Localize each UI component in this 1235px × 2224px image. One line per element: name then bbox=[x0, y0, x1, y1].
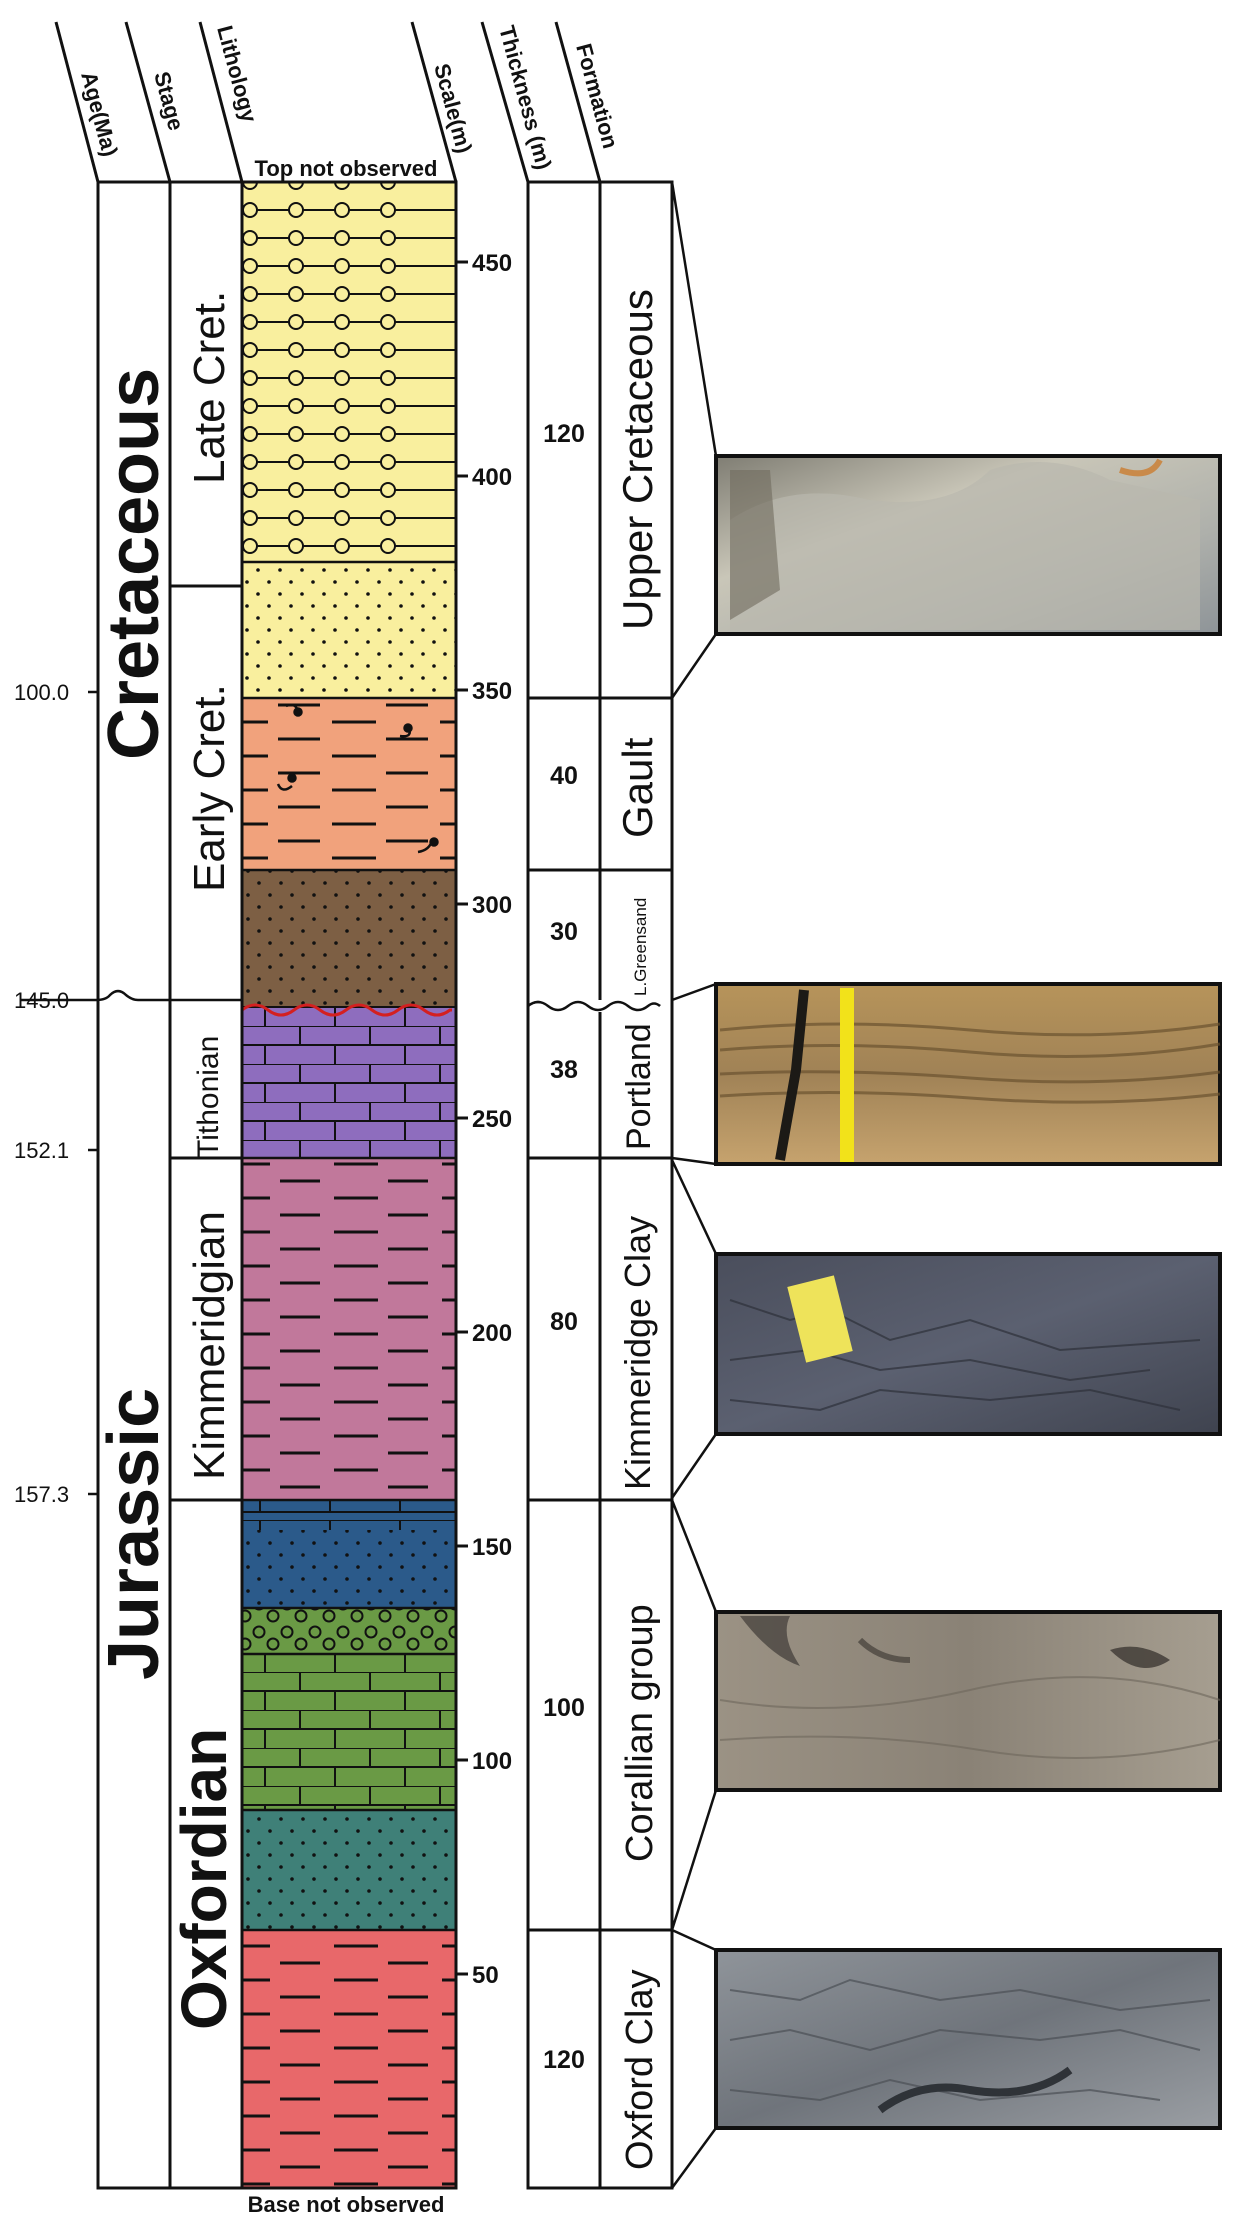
age-axis: 100.0 145.0 152.1 157.3 bbox=[14, 680, 98, 1507]
scale-tick-label: 250 bbox=[472, 1106, 512, 1133]
thickness-value: 120 bbox=[543, 420, 585, 448]
formation-name: Upper Cretaceous bbox=[614, 289, 661, 630]
notebook bbox=[787, 1275, 853, 1363]
gault-clay-layer bbox=[242, 698, 456, 870]
portland-limestone-layer bbox=[242, 1006, 456, 1158]
upper-cretaceous-photo bbox=[714, 454, 1222, 636]
formation-name: Kimmeridge Clay bbox=[617, 1216, 658, 1490]
formation-name: Gault bbox=[614, 737, 661, 838]
thickness-value: 80 bbox=[550, 1308, 578, 1336]
measuring-tape bbox=[840, 988, 854, 1162]
oolitic-limestone-layer bbox=[242, 182, 456, 562]
period-jurassic: Jurassic bbox=[94, 1388, 174, 1680]
formation-name: Portland bbox=[620, 1023, 658, 1150]
scale-tick-label: 150 bbox=[472, 1534, 512, 1561]
ammonite-symbols bbox=[276, 703, 439, 854]
age-label: 157.3 bbox=[14, 1482, 69, 1507]
thickness-value: 40 bbox=[550, 762, 578, 790]
scale-tick-label: 300 bbox=[472, 892, 512, 919]
stage-oxfordian: Oxfordian bbox=[168, 1728, 240, 2030]
thickness-value: 100 bbox=[543, 1694, 585, 1722]
scale-tick-label: 100 bbox=[472, 1748, 512, 1775]
scale-tick-label: 450 bbox=[472, 250, 512, 277]
unconformity-left bbox=[20, 989, 242, 1002]
top-not-observed-note: Top not observed bbox=[255, 156, 438, 181]
age-label: 152.1 bbox=[14, 1138, 69, 1163]
period-cretaceous: Cretaceous bbox=[94, 368, 174, 760]
lithology-column bbox=[241, 182, 456, 2188]
scale-tick-label: 350 bbox=[472, 678, 512, 705]
stage-tithonian: Tithonian bbox=[192, 1036, 225, 1158]
kimmeridge-clay-layer bbox=[242, 1158, 456, 1500]
formation-name: Corallian group bbox=[619, 1604, 661, 1862]
thickness-column: 120 40 30 38 80 100 120 bbox=[543, 420, 585, 2074]
oxford-clay-layer bbox=[242, 1930, 456, 2188]
scale-axis: 450 400 350 300 250 200 150 100 50 bbox=[456, 250, 512, 1989]
column-frames bbox=[96, 180, 674, 2190]
formation-name: Oxford Clay bbox=[619, 1969, 661, 2170]
age-label: 100.0 bbox=[14, 680, 69, 705]
oxford-clay-photo bbox=[714, 1948, 1222, 2130]
photo-connectors bbox=[670, 181, 718, 2189]
header-formation: Formation bbox=[571, 41, 623, 151]
kimmeridge-clay-photo bbox=[714, 1252, 1222, 1436]
formation-column: Upper Cretaceous Gault L.Greensand Portl… bbox=[614, 289, 661, 2170]
pebble-layer bbox=[242, 1608, 456, 1654]
header-age: Age(Ma) bbox=[76, 69, 123, 159]
thickness-value: 38 bbox=[550, 1056, 578, 1084]
scale-tick-label: 50 bbox=[472, 1962, 499, 1989]
corallian-photo bbox=[714, 1610, 1222, 1792]
thickness-value: 120 bbox=[543, 2046, 585, 2074]
formation-name: L.Greensand bbox=[631, 898, 650, 996]
stage-early-cretaceous: Early Cret. bbox=[185, 684, 234, 892]
teal-sandstone-layer bbox=[242, 1810, 456, 1930]
thickness-value: 30 bbox=[550, 918, 578, 946]
yellow-sandstone-layer bbox=[242, 562, 456, 698]
stage-late-cretaceous: Late Cret. bbox=[185, 291, 234, 484]
header-lithology: Lithology bbox=[212, 23, 262, 126]
scale-tick-label: 400 bbox=[472, 464, 512, 491]
scale-tick-label: 200 bbox=[472, 1320, 512, 1347]
unconformity-line bbox=[241, 1003, 452, 1017]
base-not-observed-note: Base not observed bbox=[248, 2192, 445, 2217]
stage-kimmeridgian: Kimmeridgian bbox=[185, 1211, 234, 1480]
green-limestone-layer bbox=[242, 1654, 456, 1810]
age-label: 145.0 bbox=[14, 988, 69, 1013]
greensand-layer bbox=[242, 870, 456, 1006]
portland-photo bbox=[714, 982, 1222, 1166]
